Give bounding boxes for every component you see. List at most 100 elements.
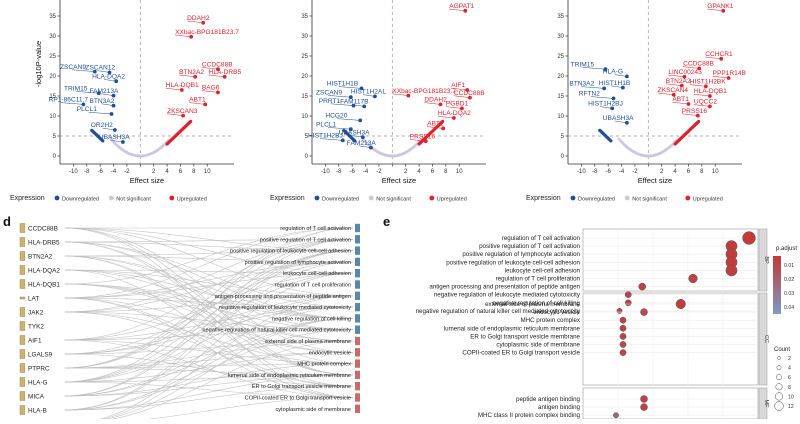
legend-swatch <box>624 195 630 201</box>
sankey-link <box>63 255 354 263</box>
label-leader <box>102 127 115 131</box>
x-tick-label: 2 <box>660 169 664 175</box>
up-point <box>671 92 676 97</box>
gene-node <box>19 363 26 373</box>
legend-swatch <box>314 195 320 201</box>
gene-label: UBASH3A <box>603 115 634 122</box>
volcano-1: -10 -8 -6 -4 -2 2 4 6 8 10 0 5 10 15 20 25 30 35 Effect si… <box>10 0 242 203</box>
sankey-link <box>63 385 354 411</box>
term-label: antigen binding <box>538 404 581 411</box>
y-tick-label: 0 <box>305 154 309 160</box>
down-point <box>348 127 353 132</box>
gene-label: HIST1H2BJ <box>588 101 623 108</box>
gene-label: AIF1 <box>451 82 465 89</box>
sankey-link <box>63 239 354 341</box>
term-label: regulation of T cell activation <box>502 235 581 242</box>
term-node <box>355 302 360 312</box>
sankey-link <box>63 241 354 376</box>
sankey-link <box>63 329 354 341</box>
enrichment-dot <box>725 264 738 277</box>
term-node <box>355 348 360 357</box>
facet-panel <box>582 292 759 386</box>
label-leader <box>187 20 204 24</box>
gene-label: HCG20 <box>325 113 347 120</box>
enrichment-dot <box>619 341 627 348</box>
sankey-link <box>63 272 354 299</box>
gene-label-bg <box>25 306 65 318</box>
term-label: cytoplasmic side of membrane <box>496 342 580 349</box>
count-label: 6 <box>788 375 791 381</box>
label-leader <box>71 69 95 72</box>
y-tick-label: 15 <box>557 94 564 100</box>
sankey-link <box>63 239 354 397</box>
label-leader <box>201 90 218 93</box>
label-leader <box>693 93 710 97</box>
padjust-legend: p.adjust 0.01 0.02 0.03 0.04 <box>773 246 797 314</box>
legend-label: Not significant <box>632 197 667 203</box>
gene-label: ZKSCAN4 <box>658 87 689 94</box>
up-point <box>406 93 411 98</box>
facet-label: BP <box>763 256 769 264</box>
x-tick-label: -4 <box>111 169 117 175</box>
facet-label: MF <box>763 400 769 409</box>
label-leader <box>712 75 729 79</box>
term-node-label: ER to Golgi transport vesicle membrane <box>252 384 351 390</box>
gene-label: ZKSCAN3 <box>167 108 198 115</box>
down-point <box>360 135 365 140</box>
x-tick-label: -2 <box>376 169 382 175</box>
up-point <box>719 56 724 61</box>
label-leader <box>657 92 674 96</box>
sankey-link <box>63 374 354 411</box>
x-tick-label: 6 <box>179 169 183 175</box>
x-tick-label: -6 <box>349 169 355 175</box>
label-leader <box>451 87 468 91</box>
x-tick-label: -8 <box>84 169 90 175</box>
gene-node-label: AIF1 <box>28 337 42 344</box>
y-tick-label: 25 <box>557 54 564 60</box>
colorbar-tick: 0.04 <box>784 305 794 311</box>
term-label: external side of plasma membrane <box>485 301 580 308</box>
gene-label: HIST1H2BK <box>690 79 727 86</box>
x-tick-label: -10 <box>577 169 586 175</box>
gene-label: HLA-DQB1 <box>166 82 199 89</box>
down-point <box>81 102 86 107</box>
enrichment-dot <box>619 316 627 324</box>
count-label: 4 <box>788 366 791 372</box>
down-point <box>114 79 119 84</box>
label-leader <box>409 139 426 142</box>
sankey-link <box>63 250 354 397</box>
down-point <box>368 145 373 150</box>
sankey-link <box>63 306 354 397</box>
enrichment-dot <box>638 282 646 291</box>
count-swatch <box>775 383 783 391</box>
x-tick-label: -8 <box>592 169 598 175</box>
sankey-link <box>63 241 354 251</box>
sankey-link <box>63 318 354 411</box>
up-point <box>441 119 445 124</box>
y-tick-label: 5 <box>305 134 309 140</box>
term-node <box>355 291 360 300</box>
legend-label: Downregulated <box>578 197 615 203</box>
term-node-label: negative regulation of natural killer ce… <box>202 328 351 334</box>
term-node-label: lumenal side of endoplasmic reticulum me… <box>228 373 351 379</box>
sankey-panel-d: CCDC88B HLA-DRB5 BTN2A2 HLA-DQA2 HLA-DQB1 LAT… <box>19 222 360 424</box>
label-leader <box>201 67 218 70</box>
x-tick-label: 10 <box>712 169 719 175</box>
gene-node <box>19 237 26 247</box>
label-leader <box>330 103 354 106</box>
gene-label-bg <box>25 390 65 402</box>
enrichment-dot <box>624 291 632 299</box>
legend-swatch <box>429 195 435 201</box>
term-node-label: external side of plasma membrane <box>265 339 351 345</box>
legend: Expression Downregulated Not significant Up… <box>10 195 207 203</box>
down-point <box>111 93 116 98</box>
y-tick-label: 25 <box>301 54 308 60</box>
x-tick-label: -2 <box>124 169 130 175</box>
gene-label: CCDC88B <box>683 61 714 68</box>
up-point <box>686 102 691 106</box>
x-tick-label: 6 <box>687 169 691 175</box>
gene-label: TRIM15 <box>64 85 88 92</box>
term-node-label: endocytic vesicle <box>309 350 351 356</box>
label-leader <box>582 67 606 70</box>
down-point <box>598 128 602 132</box>
